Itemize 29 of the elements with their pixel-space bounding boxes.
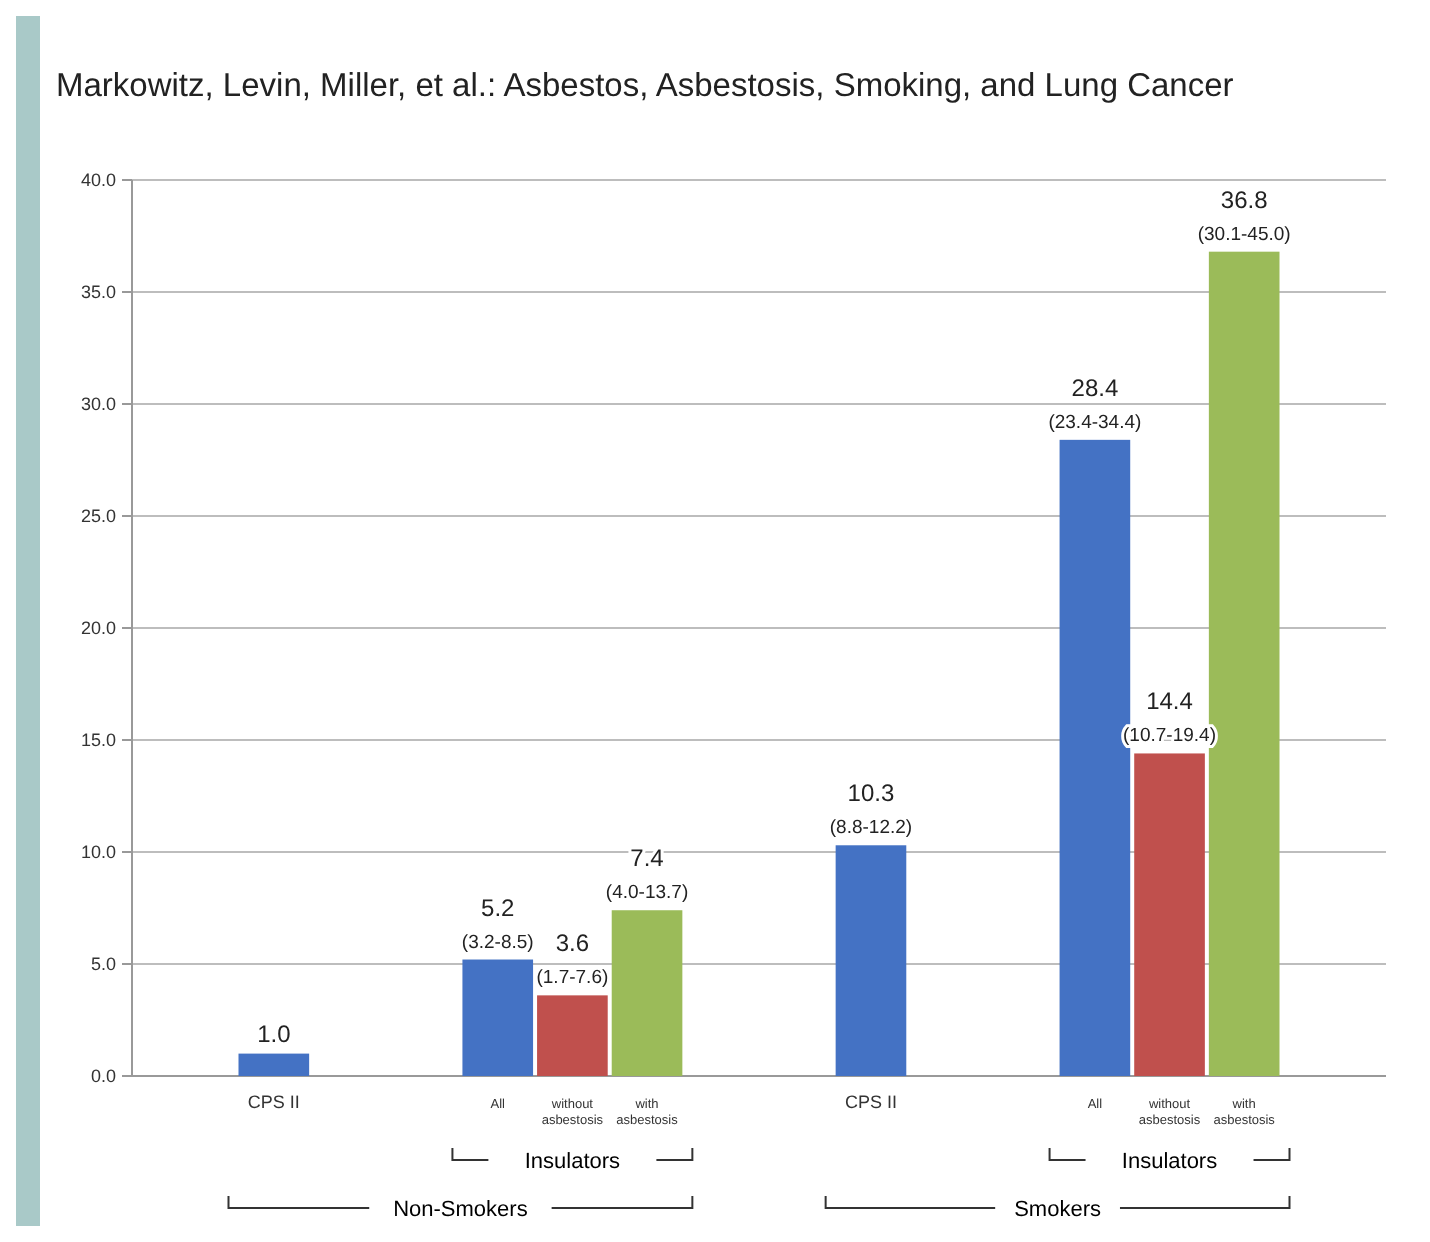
data-label: 1.0 [257, 1019, 292, 1048]
data-label: 28.4 (23.4-34.4) [1048, 373, 1142, 434]
bar [462, 959, 534, 1076]
text: Insulators [524, 1150, 622, 1174]
data-label: 5.2 (3.2-8.5) [461, 893, 534, 954]
y-tick-label: 35.0 [80, 282, 116, 303]
text: Insulators [1121, 1150, 1219, 1174]
data-label: 10.3 (8.8-12.2) [829, 779, 913, 840]
y-tick-label: 20.0 [80, 618, 116, 639]
y-tick-label: 5.0 [90, 954, 116, 975]
text: Smokers [1014, 1198, 1102, 1222]
y-tick-label: 10.0 [80, 842, 116, 863]
x-tick-label: CPS II [247, 1092, 300, 1112]
data-label: 3.6 (1.7-7.6) [536, 929, 609, 990]
chart-title: Markowitz, Levin, Miller, et al.: Asbestos, Asbestosis, Smoking, and Lung Cancer [56, 68, 1235, 104]
y-tick-label: 0.0 [90, 1066, 116, 1087]
bar [611, 910, 683, 1076]
y-tick-label: 15.0 [80, 730, 116, 751]
data-label: 36.8 (30.1-45.0) [1197, 185, 1291, 246]
x-tick-label: CPS II [844, 1092, 897, 1112]
bar [1134, 753, 1205, 1076]
text: Non-Smokers [393, 1198, 529, 1222]
bar [238, 1053, 310, 1076]
y-tick-label: 30.0 [80, 394, 116, 415]
data-label: 7.4 (4.0-13.7) [605, 844, 689, 905]
bar [835, 845, 907, 1076]
y-tick-label: 40.0 [80, 170, 116, 191]
bar [537, 995, 608, 1076]
y-tick-label: 25.0 [80, 506, 116, 527]
